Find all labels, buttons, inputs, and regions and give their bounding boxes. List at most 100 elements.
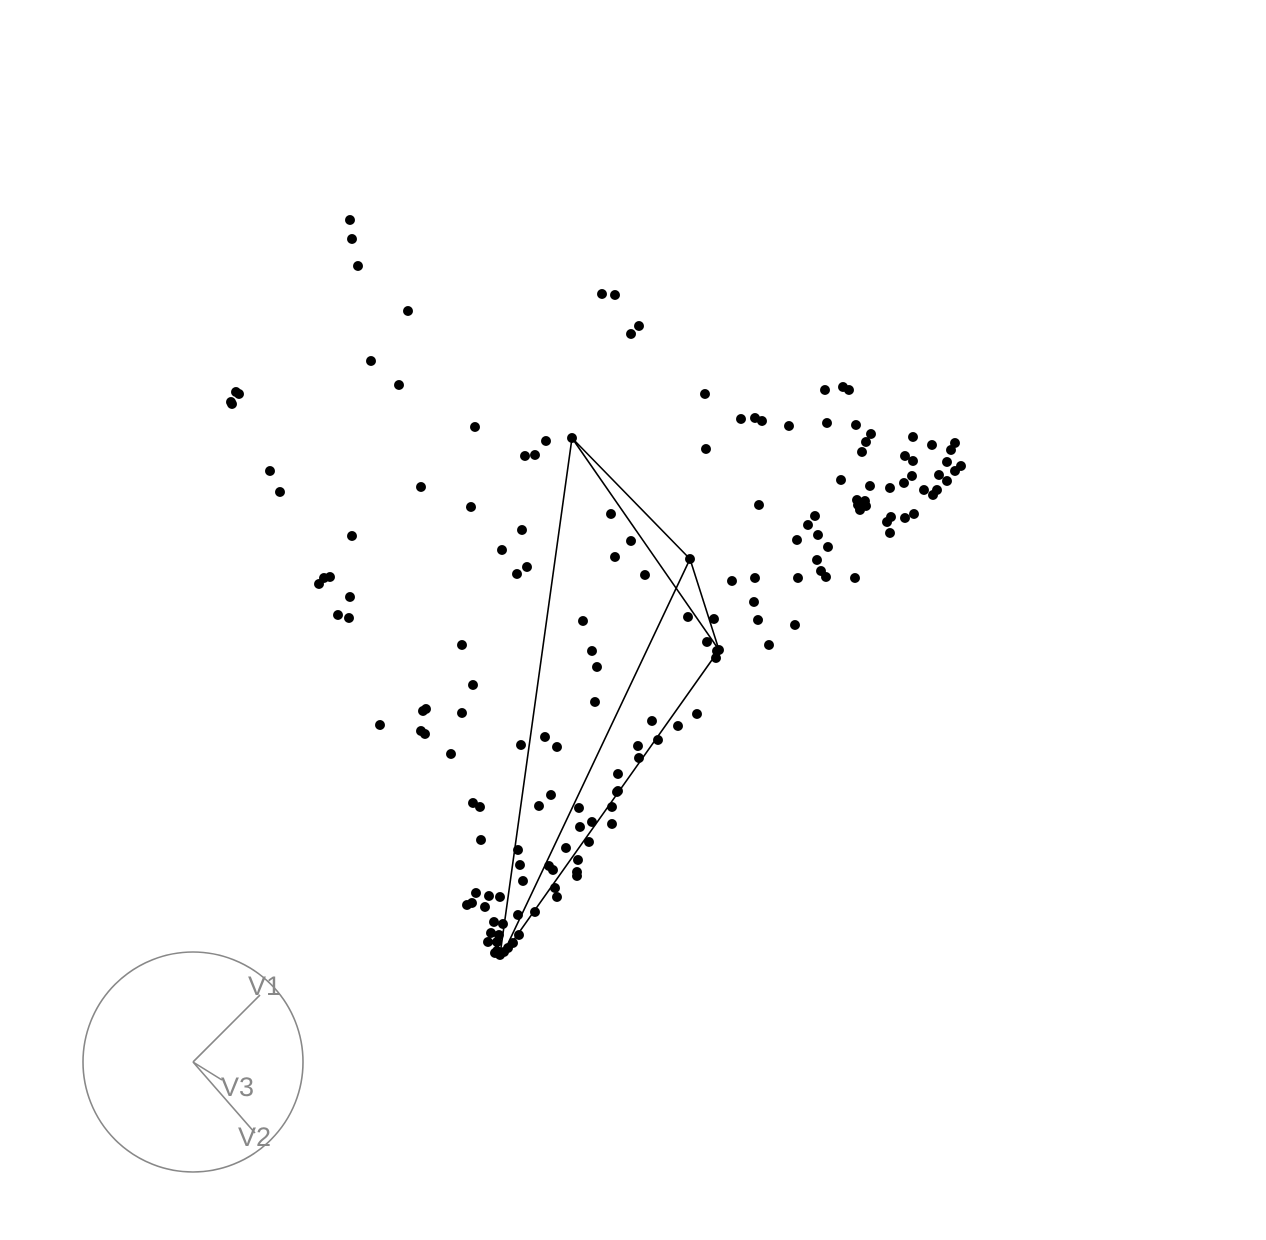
data-point-118	[446, 749, 456, 759]
data-point-69	[803, 520, 813, 530]
data-point-150	[572, 871, 582, 881]
data-point-151	[550, 883, 560, 893]
data-point-129	[475, 802, 485, 812]
data-point-97	[753, 615, 763, 625]
data-point-158	[480, 902, 490, 912]
data-point-2	[347, 234, 357, 244]
axis-vector-v2	[192, 1061, 256, 1134]
data-point-28	[757, 416, 767, 426]
data-point-65	[882, 517, 892, 527]
data-point-104	[714, 645, 724, 655]
data-point-107	[587, 646, 597, 656]
data-point-54	[885, 483, 895, 493]
data-point-23	[567, 433, 577, 443]
data-point-163	[486, 928, 496, 938]
data-point-60	[861, 501, 871, 511]
hull-edge-4	[689, 558, 720, 651]
data-point-71	[792, 535, 802, 545]
data-point-61	[853, 500, 863, 510]
data-point-46	[950, 466, 960, 476]
data-point-134	[575, 822, 585, 832]
axis-vector-v1	[192, 994, 261, 1063]
data-point-120	[540, 732, 550, 742]
data-point-63	[900, 513, 910, 523]
data-point-137	[607, 819, 617, 829]
data-point-157	[495, 892, 505, 902]
hull-edge-2	[571, 437, 691, 560]
data-point-95	[750, 573, 760, 583]
data-point-10	[227, 399, 237, 409]
data-point-145	[518, 876, 528, 886]
data-point-108	[592, 662, 602, 672]
data-point-116	[420, 729, 430, 739]
data-point-86	[497, 545, 507, 555]
data-point-38	[908, 432, 918, 442]
data-point-166	[492, 937, 502, 947]
data-point-62	[909, 509, 919, 519]
data-point-126	[633, 741, 643, 751]
data-point-81	[314, 579, 324, 589]
hull-edge-5	[503, 558, 691, 953]
data-point-4	[403, 306, 413, 316]
data-point-15	[470, 422, 480, 432]
data-point-124	[673, 721, 683, 731]
data-point-132	[546, 790, 556, 800]
hull-edge-3	[571, 437, 720, 651]
axes-glyph: V1 V2 V3	[82, 951, 304, 1173]
data-point-34	[851, 420, 861, 430]
data-point-44	[942, 457, 952, 467]
data-point-17	[610, 290, 620, 300]
data-point-152	[552, 892, 562, 902]
data-point-48	[907, 471, 917, 481]
data-point-24	[700, 389, 710, 399]
data-point-25	[701, 444, 711, 454]
hull-edge-6	[507, 649, 720, 949]
data-point-148	[573, 855, 583, 865]
data-point-56	[836, 475, 846, 485]
data-point-96	[749, 597, 759, 607]
data-point-168	[514, 930, 524, 940]
data-point-162	[498, 919, 508, 929]
data-point-68	[810, 511, 820, 521]
data-point-105	[711, 653, 721, 663]
data-point-136	[607, 802, 617, 812]
data-point-119	[516, 740, 526, 750]
data-point-99	[764, 640, 774, 650]
data-point-112	[457, 708, 467, 718]
data-point-156	[484, 891, 494, 901]
data-point-125	[653, 735, 663, 745]
data-point-100	[683, 612, 693, 622]
data-point-37	[857, 447, 867, 457]
data-point-102	[702, 637, 712, 647]
data-point-154	[467, 898, 477, 908]
data-point-18	[634, 321, 644, 331]
data-point-93	[685, 554, 695, 564]
axis-vector-v3	[192, 1061, 223, 1081]
data-point-85	[517, 525, 527, 535]
data-point-165	[483, 937, 493, 947]
data-points	[226, 215, 966, 960]
data-point-52	[932, 485, 942, 495]
data-point-98	[790, 620, 800, 630]
data-point-142	[561, 843, 571, 853]
data-point-67	[754, 500, 764, 510]
data-point-84	[344, 613, 354, 623]
data-point-21	[530, 450, 540, 460]
data-point-78	[347, 531, 357, 541]
data-point-106	[578, 616, 588, 626]
data-point-121	[552, 742, 562, 752]
data-point-49	[942, 476, 952, 486]
data-point-19	[626, 329, 636, 339]
data-point-32	[844, 385, 854, 395]
data-point-161	[489, 917, 499, 927]
data-point-5	[366, 356, 376, 366]
data-point-33	[822, 418, 832, 428]
data-point-43	[908, 456, 918, 466]
data-point-88	[512, 569, 522, 579]
data-point-39	[927, 440, 937, 450]
axis-label-v2: V2	[238, 1122, 271, 1152]
data-point-29	[784, 421, 794, 431]
data-point-159	[513, 910, 523, 920]
data-point-22	[541, 436, 551, 446]
data-point-123	[692, 709, 702, 719]
